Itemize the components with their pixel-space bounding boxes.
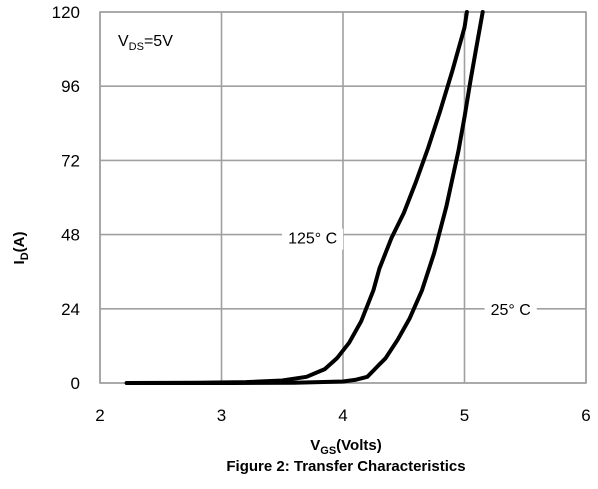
y-tick-label: 72 (61, 151, 80, 170)
series-line-2 (124, 10, 485, 385)
y-tick-label: 0 (71, 374, 80, 393)
x-tick-labels: 2 3 4 5 6 (95, 406, 590, 425)
condition-annotation: VDS=5V (118, 33, 173, 53)
series-labels: 125° C 25° C (282, 228, 537, 321)
y-tick-label: 120 (52, 3, 80, 22)
x-tick-label: 6 (581, 406, 590, 425)
series-line-1 (124, 10, 469, 385)
series-curves (124, 10, 485, 385)
x-tick-label: 4 (338, 406, 347, 425)
series-label-bg (484, 299, 537, 321)
series-label-bg (282, 228, 344, 250)
series-label-2: 25° C (491, 302, 531, 319)
x-tick-label: 2 (95, 406, 104, 425)
x-tick-label: 3 (217, 406, 226, 425)
grid (99, 11, 587, 384)
x-axis-title: VGS(Volts) (310, 437, 381, 457)
series-label-1: 125° C (288, 231, 337, 248)
y-tick-label: 24 (61, 300, 80, 319)
y-tick-label: 48 (61, 226, 80, 245)
figure-caption: Figure 2: Transfer Characteristics (226, 458, 465, 475)
y-tick-label: 96 (61, 77, 80, 96)
x-tick-label: 5 (460, 406, 469, 425)
y-tick-labels: 0 24 48 72 96 120 (52, 3, 80, 393)
y-axis-title: ID(A) (11, 232, 31, 265)
